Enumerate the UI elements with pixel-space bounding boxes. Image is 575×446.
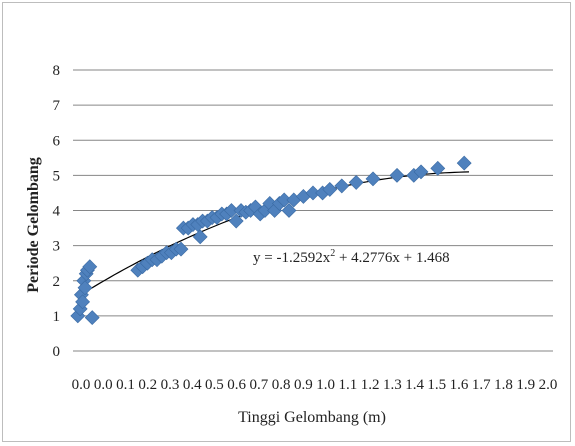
y-axis-title: Periode Gelombang	[25, 157, 42, 293]
trendline-equation: y = -1.2592x2 + 4.2776x + 1.468	[253, 248, 450, 266]
x-tick-label: 1.0	[316, 377, 335, 393]
x-tick-label: 0.2	[138, 377, 157, 393]
data-point	[322, 182, 338, 197]
y-tick-label: 2	[53, 274, 61, 290]
x-tick-label: 1.4	[405, 377, 424, 393]
x-tick-label: 1.1	[338, 377, 357, 393]
x-tick-label: 0.8	[272, 377, 291, 393]
data-point	[228, 213, 244, 229]
x-tick-label: 0.9	[294, 377, 313, 393]
data-point	[334, 178, 350, 194]
x-tick-label: 1.7	[472, 377, 491, 393]
x-tick-label: 1.6	[450, 377, 469, 393]
data-point	[456, 155, 472, 171]
data-point	[84, 310, 100, 326]
x-tick-label: 1.8	[494, 377, 513, 393]
data-point	[82, 259, 98, 275]
y-tick-label: 3	[53, 239, 61, 255]
y-tick-label: 0	[53, 344, 61, 360]
data-point	[75, 294, 91, 310]
x-tick-label: 0.5	[205, 377, 224, 393]
y-tick-label: 1	[53, 309, 61, 325]
x-tick-label: 0.3	[161, 377, 180, 393]
x-tick-label: 0.4	[183, 377, 202, 393]
x-tick-label: 0.7	[250, 377, 269, 393]
x-tick-label: 0.6	[227, 377, 246, 393]
y-tick-label: 5	[53, 168, 61, 184]
y-tick-label: 6	[53, 133, 61, 149]
y-tick-label: 4	[53, 204, 61, 220]
x-tick-label: 0.0	[94, 377, 113, 393]
data-point	[77, 280, 93, 296]
x-tick-label: 1.2	[361, 377, 380, 393]
x-tick-label: 0.0	[72, 377, 91, 393]
y-tick-labels: 0 1 2 3 4 5 6 7 8	[53, 63, 61, 360]
data-point	[192, 229, 208, 245]
data-point	[413, 164, 429, 180]
data-point	[430, 160, 446, 176]
x-tick-label: 1.3	[383, 377, 402, 393]
x-axis-title: Tinggi Gelombang (m)	[238, 409, 386, 426]
y-tick-label: 7	[53, 98, 61, 114]
data-point	[365, 171, 381, 187]
data-point	[348, 174, 364, 190]
gridlines	[73, 69, 553, 317]
y-tick-label: 8	[53, 63, 61, 79]
data-point	[173, 241, 189, 257]
x-tick-label: 1.5	[427, 377, 446, 393]
chart-frame	[2, 2, 571, 442]
data-point	[281, 203, 297, 218]
data-points	[70, 155, 472, 326]
x-tick-label: 2.0	[539, 377, 558, 393]
data-point	[389, 167, 405, 183]
x-tick-label: 0.1	[116, 377, 135, 393]
x-tick-label: 1.9	[516, 377, 535, 393]
x-tick-labels: 0.0 0.0 0.1 0.2 0.3 0.4 0.5 0.6 0.7 0.8 0.9 1.0 1.1 1…	[72, 377, 558, 393]
